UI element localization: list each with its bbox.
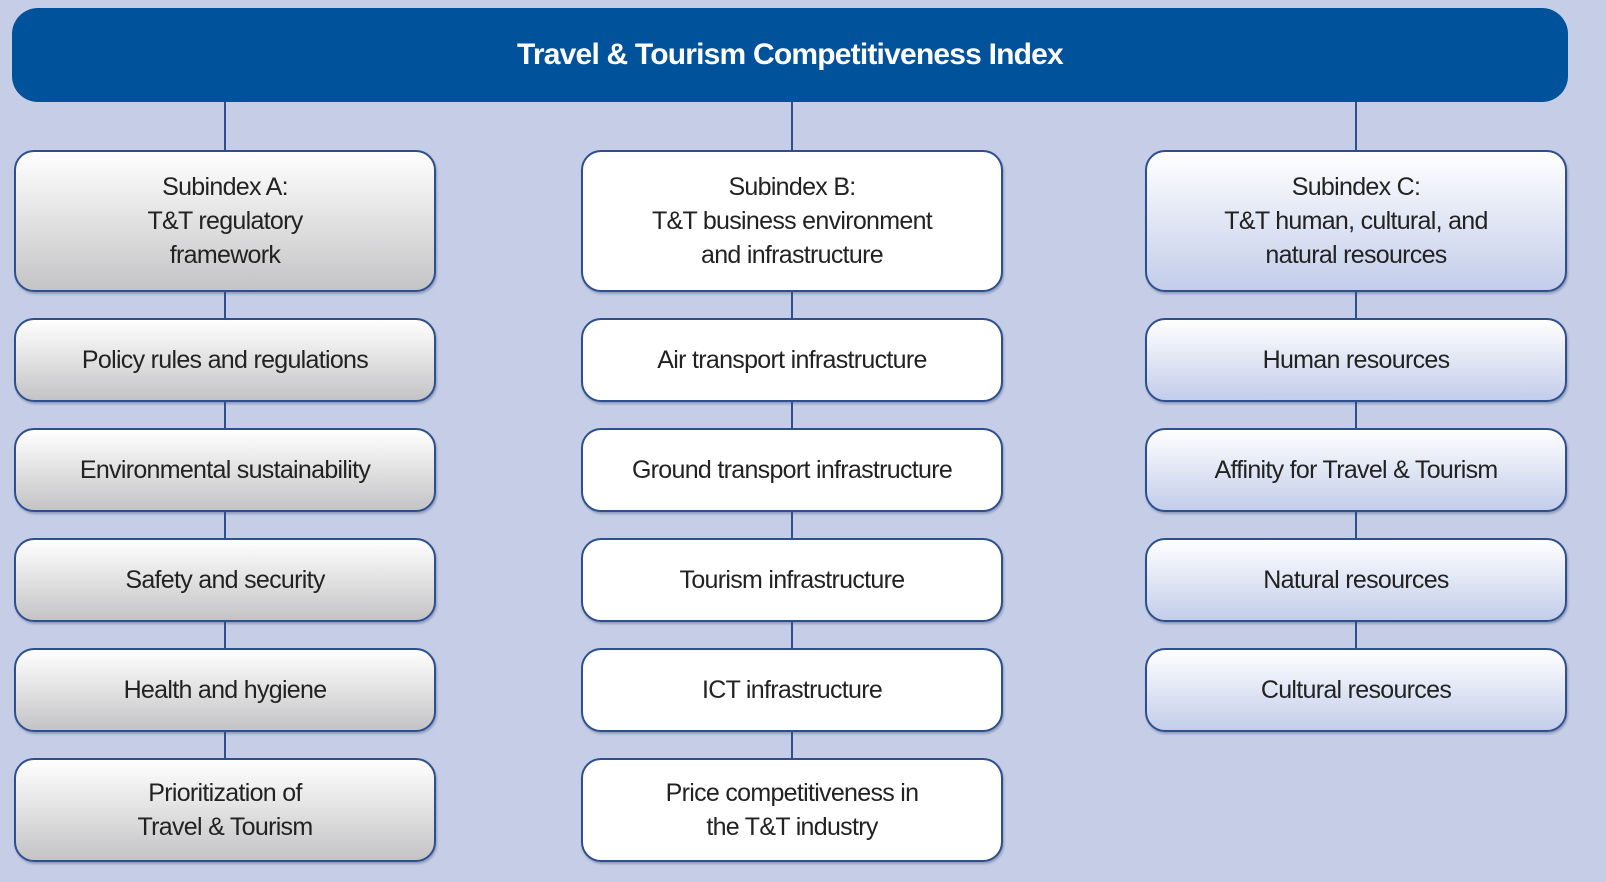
label-line: and infrastructure: [701, 241, 884, 269]
label-line: Cultural resources: [1260, 676, 1452, 704]
label-line: Policy rules and regulations: [81, 346, 369, 374]
label-line: T&T human, cultural, and: [1224, 207, 1488, 235]
label-line: Affinity for Travel & Tourism: [1214, 456, 1498, 484]
connector: [224, 292, 226, 318]
label-line: Human resources: [1262, 346, 1451, 374]
connector: [791, 402, 793, 428]
connector: [1355, 512, 1357, 538]
connector: [224, 102, 226, 150]
pillar: Natural resources: [1145, 538, 1567, 622]
pillar: Policy rules and regulations: [14, 318, 436, 402]
pillar: ICT infrastructure: [581, 648, 1003, 732]
connector: [1355, 102, 1357, 150]
label-line: Air transport infrastructure: [657, 346, 927, 374]
label-line: the T&T industry: [706, 813, 878, 841]
connector: [224, 622, 226, 648]
connector: [224, 402, 226, 428]
label-line: Subindex B:: [728, 173, 856, 201]
subindex-header: Subindex C: T&T human, cultural, and natur…: [1145, 150, 1567, 292]
pillar: Ground transport infrastructure: [581, 428, 1003, 512]
connector: [791, 102, 793, 150]
label-line: natural resources: [1265, 241, 1447, 269]
pillar: Air transport infrastructure: [581, 318, 1003, 402]
label-line: Ground transport infrastructure: [631, 456, 953, 484]
connector: [1355, 622, 1357, 648]
label-line: Safety and security: [125, 566, 325, 594]
pillar: Safety and security: [14, 538, 436, 622]
connector: [1355, 402, 1357, 428]
connector: [791, 622, 793, 648]
label-line: Subindex A:: [162, 173, 288, 201]
pillar: Health and hygiene: [14, 648, 436, 732]
subindex-header: Subindex A: T&T regulatory framework: [14, 150, 436, 292]
label-line: Price competitiveness in: [665, 779, 919, 807]
label-line: Health and hygiene: [123, 676, 328, 704]
label-line: Tourism infrastructure: [679, 566, 906, 594]
index-title: Travel & Tourism Competitiveness Index: [12, 8, 1568, 102]
pillar: Affinity for Travel & Tourism: [1145, 428, 1567, 512]
label-line: Natural resources: [1263, 566, 1449, 594]
label-line: Travel & Tourism: [137, 813, 314, 841]
pillar: Environmental sustainability: [14, 428, 436, 512]
label-line: T&T business environment: [651, 207, 933, 235]
label-line: Subindex C:: [1291, 173, 1421, 201]
label-line: Prioritization of: [148, 779, 302, 807]
pillar: Prioritization of Travel & Tourism: [14, 758, 436, 862]
connector: [791, 512, 793, 538]
label-line: framework: [169, 241, 281, 269]
label-line: Environmental sustainability: [79, 456, 371, 484]
connector: [224, 512, 226, 538]
connector: [791, 732, 793, 758]
pillar: Cultural resources: [1145, 648, 1567, 732]
subindex-header: Subindex B: T&T business environment and i…: [581, 150, 1003, 292]
connector: [1355, 292, 1357, 318]
connector: [791, 292, 793, 318]
connector: [224, 732, 226, 758]
pillar: Human resources: [1145, 318, 1567, 402]
pillar: Price competitiveness in the T&T industry: [581, 758, 1003, 862]
label-line: T&T regulatory: [147, 207, 303, 235]
label-line: ICT infrastructure: [701, 676, 883, 704]
pillar: Tourism infrastructure: [581, 538, 1003, 622]
